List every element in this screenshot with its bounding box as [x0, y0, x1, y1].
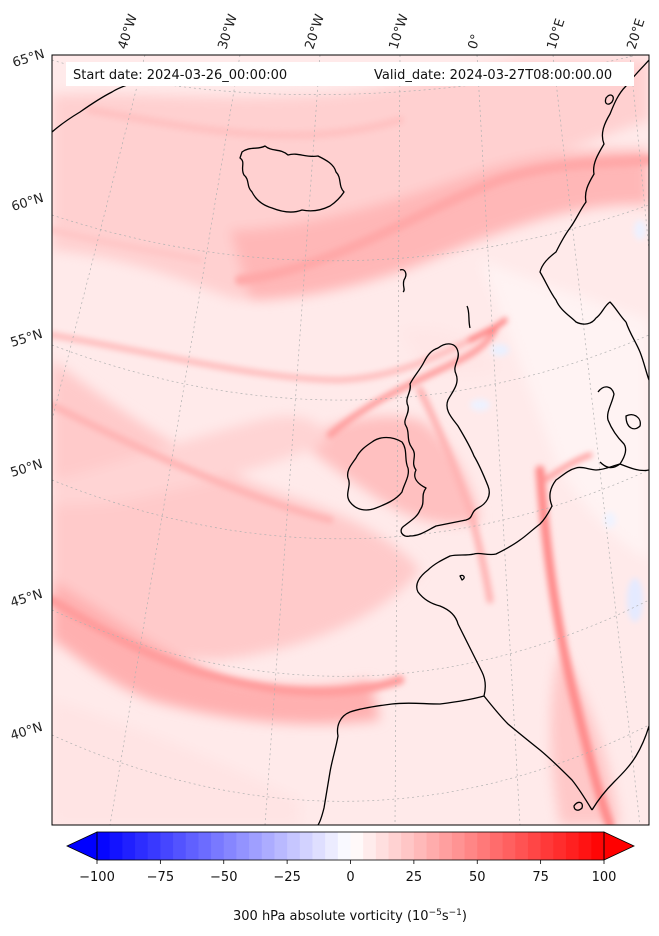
colorbar-cell: [160, 832, 174, 860]
colorbar-cell: [97, 832, 111, 860]
colorbar-cell: [122, 832, 136, 860]
colorbar-cell: [350, 832, 364, 860]
colorbar-tick-label: 75: [532, 870, 549, 885]
colorbar-cell: [451, 832, 466, 860]
ireland-coast: [346, 436, 410, 511]
colorbar-cell: [223, 832, 238, 860]
corsica-coast: [573, 801, 584, 811]
colorbar-tick-label: 50: [469, 870, 486, 885]
colorbar-cell: [109, 832, 123, 860]
colorbar-cell: [477, 832, 491, 860]
colorbar-title: 300 hPa absolute vorticity (10−5s−1): [233, 908, 467, 924]
colorbar-cell: [401, 832, 415, 860]
colorbar-cell: [185, 832, 199, 860]
colorbar-cell: [211, 832, 225, 860]
coastlines: [52, 59, 649, 825]
lon-label-10e: 10°E: [545, 17, 569, 51]
mediterranean-coast: [483, 695, 593, 811]
colorbar-cell: [578, 832, 592, 860]
colorbar-cell: [540, 832, 554, 860]
colorbar-cell: [249, 832, 263, 860]
lon-label-40w: 40°W: [116, 12, 141, 51]
colorbar-tick-label: 25: [406, 870, 423, 885]
colorbar-cell: [261, 832, 276, 860]
header-box: [66, 62, 634, 86]
colorbar-cell: [287, 832, 301, 860]
shetland-coast: [466, 305, 471, 329]
colorbar-cell: [426, 832, 440, 860]
colorbar-cell: [299, 832, 314, 860]
vorticity-field: [52, 55, 649, 825]
lon-label-10w: 10°W: [387, 12, 412, 51]
colorbar-cell: [591, 832, 605, 860]
start-date-label: Start date: 2024-03-26_00:00:00: [73, 68, 287, 83]
colorbar-tick-label: 100: [592, 870, 617, 885]
colorbar: −100 −75 −50 −25 0 25 50 75 100: [66, 831, 635, 885]
colorbar-cell: [464, 832, 478, 860]
colorbar-cell: [147, 832, 161, 860]
iceland-coast: [239, 145, 345, 213]
lat-label-40n: 40°N: [9, 720, 45, 744]
lat-label-50n: 50°N: [9, 457, 45, 481]
denmark-coast: [597, 386, 627, 469]
colorbar-cell: [312, 832, 326, 860]
colorbar-cell: [363, 832, 377, 860]
colorbar-cell: [527, 832, 542, 860]
colorbar-tick-label: 0: [346, 870, 354, 885]
valid-date-label: Valid_date: 2024-03-27T08:00:00.00: [374, 68, 612, 83]
colorbar-tick-label: −25: [273, 870, 300, 885]
colorbar-cell: [502, 832, 516, 860]
colorbar-cell: [413, 832, 428, 860]
great-britain-coast: [400, 343, 490, 537]
map-frame: [51, 54, 650, 826]
italy-coast: [591, 725, 649, 811]
colorbar-cell: [515, 832, 529, 860]
colorbar-cell: [553, 832, 567, 860]
colorbar-cell: [274, 832, 288, 860]
lon-label-20w: 20°W: [303, 12, 328, 51]
lat-label-60n: 60°N: [10, 191, 46, 215]
colorbar-tick-label: −100: [79, 870, 115, 885]
lon-label-0: 0°: [466, 33, 485, 52]
colorbar-cell: [173, 832, 187, 860]
lat-label-65n: 65°N: [11, 47, 47, 71]
norway-coast: [539, 59, 649, 325]
colorbar-cell: [135, 832, 149, 860]
faroe-coast: [399, 268, 407, 293]
lat-label-55n: 55°N: [9, 327, 45, 351]
colorbar-cell: [198, 832, 212, 860]
lat-label-45n: 45°N: [9, 587, 45, 611]
lon-label-20e: 20°E: [625, 17, 649, 51]
colorbar-cell: [439, 832, 453, 860]
greenland-coast: [52, 83, 131, 133]
colorbar-max-arrow: [603, 831, 635, 861]
colorbar-cell: [337, 832, 352, 860]
colorbar-cell: [236, 832, 250, 860]
colorbar-tick-label: −75: [147, 870, 174, 885]
iberia-coast: [317, 695, 485, 825]
colorbar-cell: [565, 832, 580, 860]
zealand-coast: [625, 414, 641, 430]
france-coast: [416, 463, 649, 697]
colorbar-cell: [375, 832, 390, 860]
lon-label-30w: 30°W: [216, 12, 241, 51]
colorbar-tick-label: −50: [210, 870, 237, 885]
colorbar-cell: [325, 832, 339, 860]
colorbar-min-arrow: [66, 831, 98, 861]
colorbar-cell: [489, 832, 504, 860]
sweden-coast: [625, 321, 649, 381]
colorbar-cell: [388, 832, 402, 860]
